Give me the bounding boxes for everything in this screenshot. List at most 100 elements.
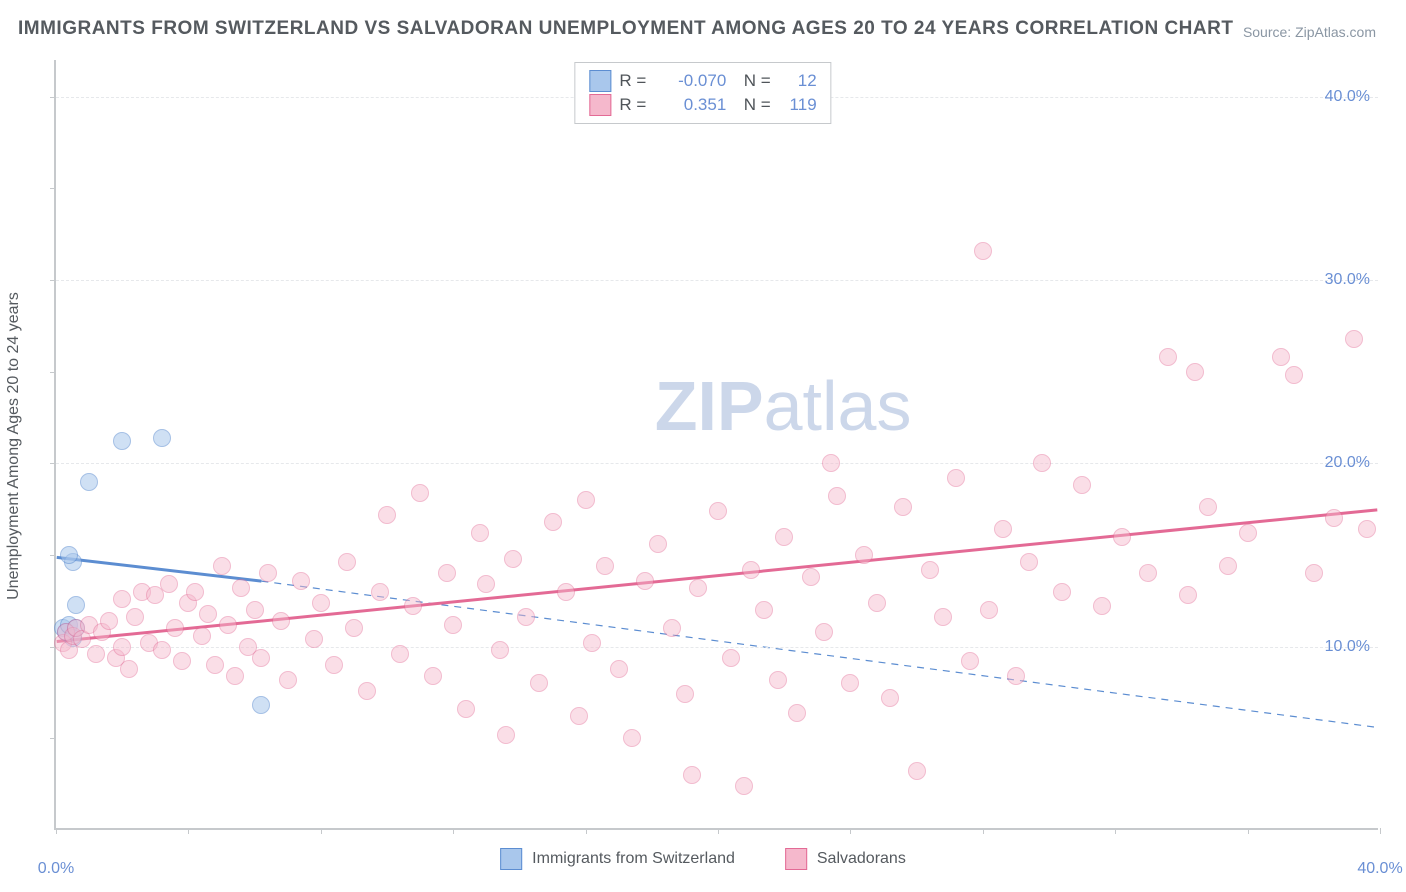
trend-lines-layer: [56, 60, 1378, 828]
data-point: [894, 498, 912, 516]
data-point: [100, 612, 118, 630]
data-point: [610, 660, 628, 678]
legend-n-label: N =: [734, 93, 770, 117]
data-point: [1159, 348, 1177, 366]
chart-title: IMMIGRANTS FROM SWITZERLAND VS SALVADORA…: [18, 18, 1233, 40]
trend-line: [57, 510, 1378, 642]
data-point: [822, 454, 840, 472]
data-point: [1285, 366, 1303, 384]
y-tick-label: 30.0%: [1325, 271, 1370, 289]
x-tick-label: 40.0%: [1357, 860, 1402, 878]
plot-area: ZIPatlas 10.0%20.0%30.0%40.0%0.0%40.0%: [54, 60, 1378, 830]
y-tick-label: 20.0%: [1325, 454, 1370, 472]
data-point: [497, 726, 515, 744]
data-point: [113, 432, 131, 450]
data-point: [908, 762, 926, 780]
data-point: [206, 656, 224, 674]
data-point: [921, 561, 939, 579]
data-point: [947, 469, 965, 487]
data-point: [67, 596, 85, 614]
legend-swatch: [500, 848, 522, 870]
data-point: [226, 667, 244, 685]
data-point: [980, 601, 998, 619]
chart-container: IMMIGRANTS FROM SWITZERLAND VS SALVADORA…: [0, 0, 1406, 892]
data-point: [113, 590, 131, 608]
data-point: [358, 682, 376, 700]
data-point: [504, 550, 522, 568]
data-point: [828, 487, 846, 505]
data-point: [802, 568, 820, 586]
y-tick: [50, 372, 56, 373]
data-point: [173, 652, 191, 670]
data-point: [841, 674, 859, 692]
trend-line: [57, 557, 262, 581]
source-label: Source: ZipAtlas.com: [1243, 24, 1376, 40]
data-point: [709, 502, 727, 520]
legend-label: Immigrants from Switzerland: [532, 850, 735, 868]
data-point: [855, 546, 873, 564]
grid-line: [56, 280, 1378, 281]
data-point: [120, 660, 138, 678]
data-point: [583, 634, 601, 652]
data-point: [1179, 586, 1197, 604]
data-point: [722, 649, 740, 667]
data-point: [1113, 528, 1131, 546]
data-point: [742, 561, 760, 579]
legend-swatch: [589, 70, 611, 92]
x-tick: [1248, 828, 1249, 834]
legend-series: Immigrants from Switzerland Salvadorans: [500, 848, 906, 870]
data-point: [1345, 330, 1363, 348]
data-point: [424, 667, 442, 685]
data-point: [1033, 454, 1051, 472]
y-tick: [50, 555, 56, 556]
watermark: ZIPatlas: [655, 366, 912, 446]
y-tick-label: 40.0%: [1325, 88, 1370, 106]
data-point: [689, 579, 707, 597]
x-tick: [1115, 828, 1116, 834]
data-point: [769, 671, 787, 689]
data-point: [974, 242, 992, 260]
data-point: [378, 506, 396, 524]
data-point: [404, 597, 422, 615]
data-point: [517, 608, 535, 626]
data-point: [1272, 348, 1290, 366]
y-tick: [50, 97, 56, 98]
data-point: [1199, 498, 1217, 516]
y-tick: [50, 188, 56, 189]
data-point: [80, 473, 98, 491]
data-point: [471, 524, 489, 542]
y-axis-label: Unemployment Among Ages 20 to 24 years: [5, 292, 23, 600]
legend-item: Salvadorans: [785, 848, 906, 870]
data-point: [755, 601, 773, 619]
data-point: [371, 583, 389, 601]
trend-line: [261, 581, 1377, 727]
data-point: [153, 641, 171, 659]
data-point: [961, 652, 979, 670]
data-point: [1053, 583, 1071, 601]
data-point: [186, 583, 204, 601]
data-point: [1325, 509, 1343, 527]
data-point: [881, 689, 899, 707]
data-point: [544, 513, 562, 531]
legend-swatch: [589, 94, 611, 116]
data-point: [444, 616, 462, 634]
data-point: [279, 671, 297, 689]
data-point: [1007, 667, 1025, 685]
data-point: [345, 619, 363, 637]
data-point: [934, 608, 952, 626]
data-point: [1020, 553, 1038, 571]
data-point: [491, 641, 509, 659]
y-tick: [50, 463, 56, 464]
x-tick: [321, 828, 322, 834]
data-point: [252, 696, 270, 714]
x-tick: [188, 828, 189, 834]
x-tick: [453, 828, 454, 834]
data-point: [1358, 520, 1376, 538]
x-tick: [56, 828, 57, 834]
data-point: [1073, 476, 1091, 494]
data-point: [788, 704, 806, 722]
data-point: [457, 700, 475, 718]
legend-label: Salvadorans: [817, 850, 906, 868]
legend-r-label: R =: [619, 69, 646, 93]
data-point: [1186, 363, 1204, 381]
